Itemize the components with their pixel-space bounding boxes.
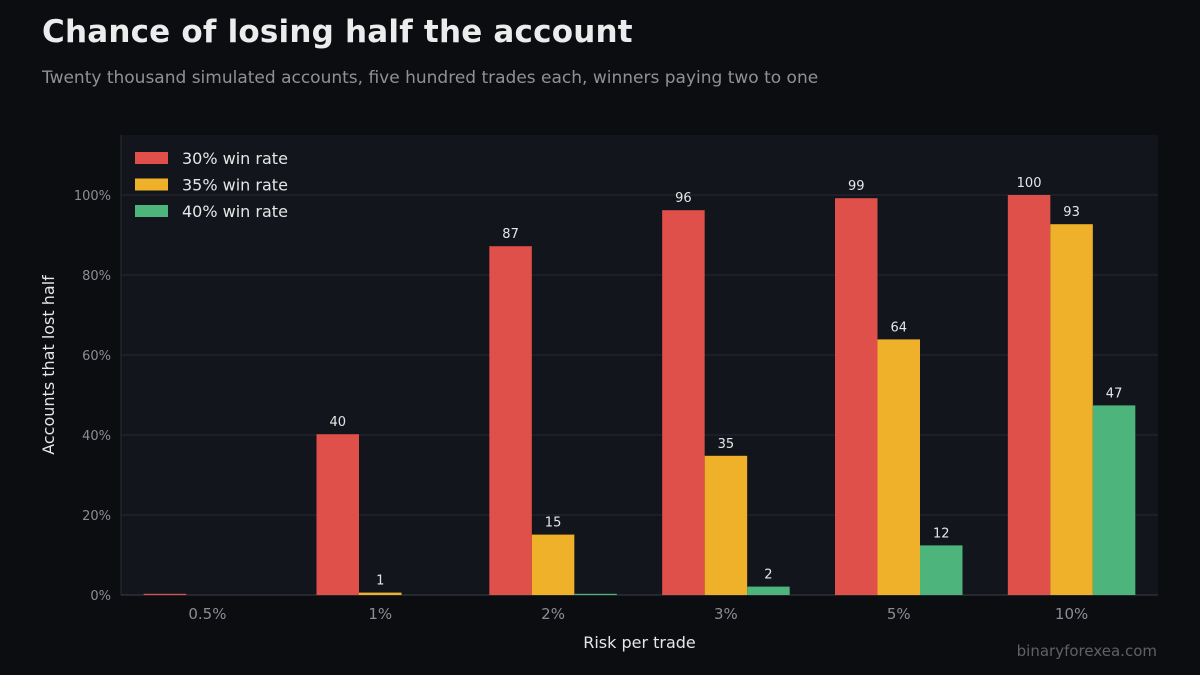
legend-swatch bbox=[135, 205, 168, 217]
data-label: 100 bbox=[1017, 176, 1042, 191]
data-label: 93 bbox=[1063, 205, 1080, 220]
data-label: 64 bbox=[890, 320, 907, 335]
y-tick-label: 80% bbox=[82, 269, 111, 284]
watermark: binaryforexea.com bbox=[1016, 642, 1157, 660]
bar bbox=[531, 534, 575, 595]
data-label: 1 bbox=[376, 574, 384, 589]
data-label: 87 bbox=[502, 227, 519, 242]
bar bbox=[662, 210, 705, 595]
x-tick-label: 5% bbox=[887, 605, 911, 623]
plot-area bbox=[121, 135, 1158, 595]
bar bbox=[489, 246, 532, 595]
bar bbox=[704, 455, 748, 595]
bar bbox=[143, 593, 187, 595]
y-tick-label: 20% bbox=[82, 509, 111, 524]
legend-swatch bbox=[135, 152, 168, 164]
data-label: 12 bbox=[933, 526, 950, 541]
data-label: 47 bbox=[1106, 386, 1123, 401]
y-tick-label: 40% bbox=[82, 429, 111, 444]
data-label: 35 bbox=[718, 437, 735, 452]
y-tick-label: 0% bbox=[90, 589, 111, 604]
bar bbox=[1007, 195, 1051, 595]
data-label: 15 bbox=[545, 516, 562, 531]
bar bbox=[1092, 405, 1136, 595]
bar bbox=[747, 586, 790, 595]
bar bbox=[359, 592, 402, 595]
chart-subtitle: Twenty thousand simulated accounts, five… bbox=[42, 68, 819, 88]
x-tick-label: 1% bbox=[368, 605, 392, 623]
chart-title: Chance of losing half the account bbox=[42, 14, 633, 50]
bar bbox=[1050, 224, 1093, 595]
x-tick-label: 0.5% bbox=[188, 605, 226, 623]
legend-label: 35% win rate bbox=[182, 176, 288, 195]
legend-label: 40% win rate bbox=[182, 202, 288, 221]
x-tick-label: 2% bbox=[541, 605, 565, 623]
bar bbox=[316, 434, 359, 595]
y-tick-label: 100% bbox=[74, 189, 111, 204]
data-label: 40 bbox=[329, 415, 346, 430]
data-label: 96 bbox=[675, 191, 692, 206]
bar bbox=[574, 593, 617, 595]
y-tick-label: 60% bbox=[82, 349, 111, 364]
x-tick-label: 10% bbox=[1055, 605, 1088, 623]
legend-label: 30% win rate bbox=[182, 149, 288, 168]
data-label: 99 bbox=[848, 179, 865, 194]
x-tick-label: 3% bbox=[714, 605, 738, 623]
bar bbox=[920, 545, 963, 595]
bar bbox=[835, 198, 878, 595]
legend-swatch bbox=[135, 178, 168, 191]
data-label: 2 bbox=[764, 568, 772, 583]
bar bbox=[877, 339, 920, 595]
x-axis-title: Risk per trade bbox=[583, 633, 696, 652]
y-axis-title: Accounts that lost half bbox=[39, 275, 58, 455]
